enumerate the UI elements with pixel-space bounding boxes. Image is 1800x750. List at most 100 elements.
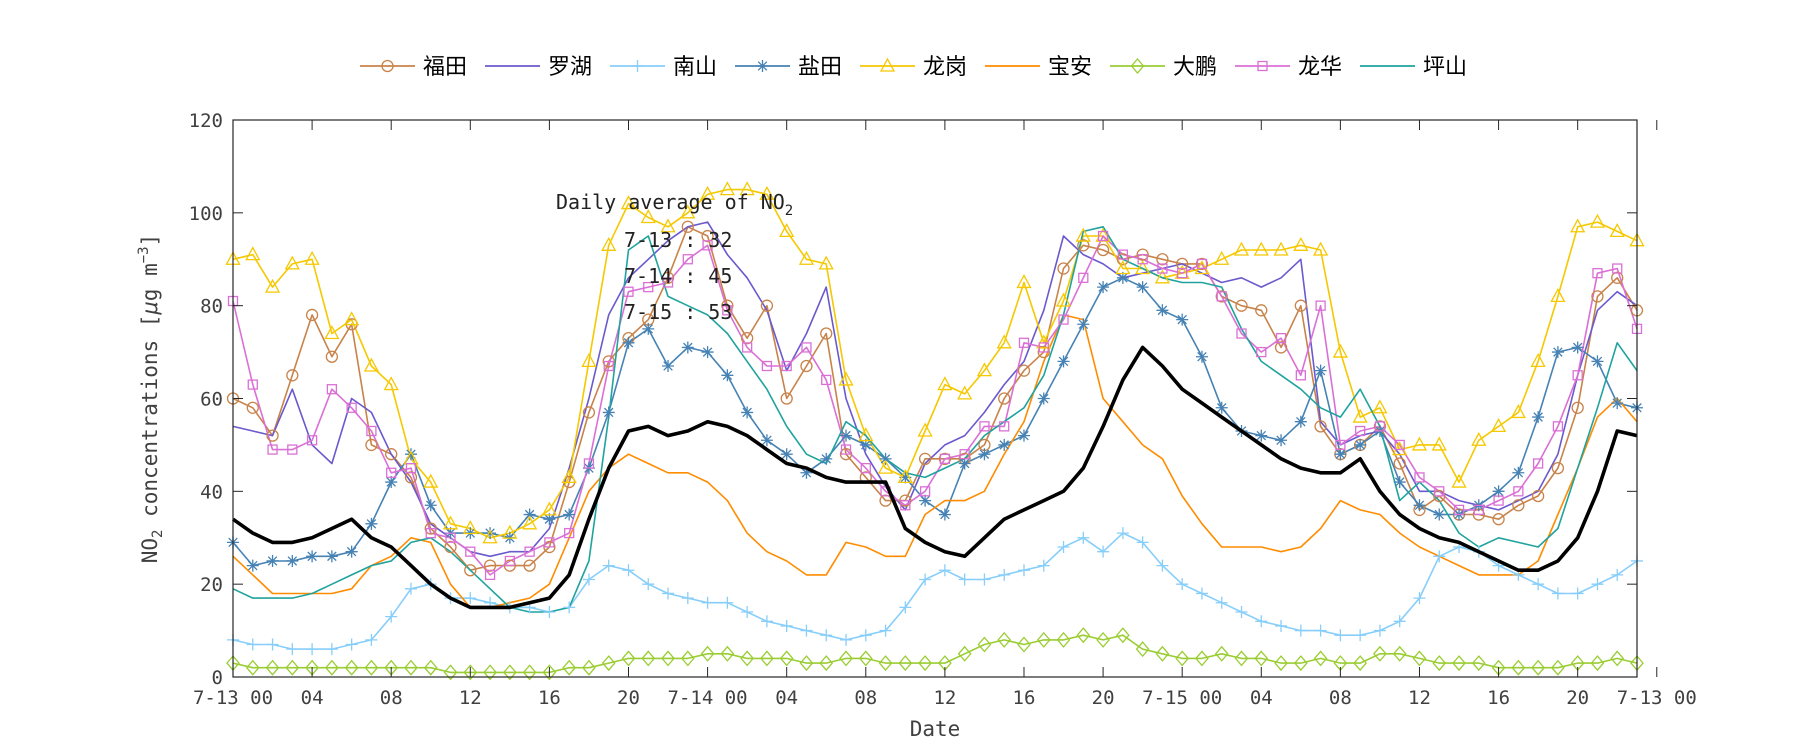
- data-point: [760, 434, 773, 447]
- data-point: [919, 573, 932, 586]
- x-tick-label: 7-13 00: [193, 687, 273, 709]
- data-point: [879, 452, 892, 465]
- data-point: [1611, 271, 1624, 284]
- data-point: [1352, 408, 1368, 423]
- data-point: [1057, 262, 1070, 275]
- data-point: [1195, 350, 1208, 363]
- data-point: [719, 181, 735, 196]
- data-point: [1611, 568, 1624, 581]
- data-point: [1571, 341, 1584, 354]
- data-point: [1532, 578, 1545, 591]
- data-point: [819, 655, 834, 672]
- data-point: [561, 469, 577, 484]
- data-point: [246, 401, 259, 414]
- data-point: [266, 638, 279, 651]
- series-markers: [225, 181, 1645, 681]
- data-point: [978, 573, 991, 586]
- data-point: [1551, 461, 1565, 475]
- data-point: [1531, 659, 1545, 676]
- data-point: [820, 629, 833, 642]
- legend-item: 南山: [610, 55, 717, 80]
- data-point: [1274, 341, 1288, 354]
- legend-item: 龙岗: [860, 55, 967, 80]
- data-point: [858, 427, 874, 442]
- data-point: [1116, 271, 1129, 284]
- data-point: [623, 286, 634, 297]
- legend-item: 盐田: [735, 55, 842, 80]
- data-point: [483, 559, 497, 572]
- data-point: [1591, 355, 1604, 368]
- data-point: [1513, 486, 1524, 497]
- data-point: [1374, 421, 1386, 432]
- legend-label: 大鹏: [1173, 55, 1217, 80]
- y-label-exp: −3: [136, 246, 152, 263]
- legend-label: 南山: [673, 55, 717, 80]
- data-point: [700, 185, 716, 200]
- data-point: [879, 494, 892, 507]
- data-point: [1433, 489, 1446, 503]
- data-point: [423, 659, 438, 676]
- data-point: [563, 508, 576, 521]
- data-point: [720, 645, 735, 662]
- data-point: [541, 501, 557, 516]
- data-point: [1314, 364, 1327, 377]
- annotation-line: 7-15 : 53: [624, 300, 732, 324]
- data-point: [801, 342, 812, 353]
- data-point: [1493, 495, 1504, 506]
- data-point: [700, 645, 715, 662]
- data-point: [781, 360, 792, 372]
- data-point: [1610, 650, 1625, 667]
- data-point: [1096, 631, 1110, 648]
- data-point: [760, 615, 773, 628]
- data-point: [838, 371, 854, 386]
- data-point: [1392, 645, 1407, 662]
- legend-item: 大鹏: [1110, 55, 1217, 80]
- data-point: [1257, 60, 1268, 72]
- data-point: [1176, 578, 1189, 591]
- data-point: [1255, 304, 1268, 317]
- data-point: [581, 353, 597, 368]
- series-markers-7: [227, 230, 1643, 581]
- plot-area: [233, 120, 1637, 677]
- data-point: [1295, 370, 1306, 381]
- data-point: [522, 664, 537, 681]
- data-point: [879, 624, 892, 637]
- legend-item: 龙华: [1235, 55, 1342, 80]
- data-point: [1393, 615, 1406, 628]
- data-point: [543, 540, 556, 554]
- data-point: [287, 444, 298, 455]
- y-tick-label: 60: [200, 389, 223, 411]
- data-point: [1592, 268, 1603, 279]
- data-point: [1434, 486, 1445, 497]
- y-tick-label: 100: [189, 203, 223, 225]
- series-line-6: [232, 634, 1638, 674]
- data-point: [1116, 627, 1130, 644]
- data-point: [1590, 655, 1605, 672]
- data-point: [721, 369, 734, 382]
- data-point: [1571, 401, 1584, 414]
- data-point: [522, 515, 538, 530]
- data-point: [523, 559, 536, 572]
- annotation-line: 7-14 : 45: [624, 264, 732, 288]
- x-tick-label: 7-13 00: [1617, 687, 1697, 709]
- data-point: [640, 209, 656, 224]
- y-tick-label: 20: [200, 574, 223, 596]
- data-point: [562, 659, 577, 676]
- data-point: [779, 223, 795, 238]
- x-tick-label: 20: [1092, 687, 1115, 709]
- data-point: [247, 379, 258, 390]
- series-line-5: [232, 314, 1638, 609]
- legend-label: 龙岗: [923, 55, 967, 80]
- data-point: [878, 655, 893, 672]
- data-point: [818, 255, 834, 270]
- data-point: [1551, 587, 1564, 600]
- data-point: [780, 448, 793, 461]
- data-point: [938, 508, 951, 521]
- data-point: [424, 522, 437, 535]
- data-point: [1233, 241, 1250, 256]
- data-point: [1255, 429, 1268, 442]
- data-point: [602, 559, 615, 572]
- data-point: [1097, 230, 1109, 242]
- data-point: [998, 438, 1011, 451]
- data-point: [1332, 343, 1348, 358]
